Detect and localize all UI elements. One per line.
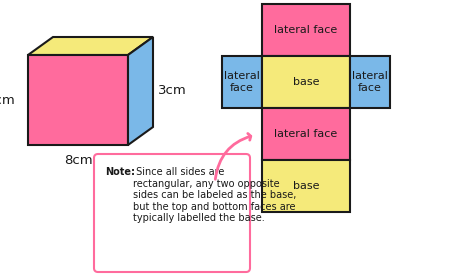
Text: base: base [293,181,319,191]
Text: Since all sides are
rectangular, any two opposite
sides can be labeled as the ba: Since all sides are rectangular, any two… [133,167,296,223]
Polygon shape [128,37,153,145]
Text: lateral
face: lateral face [352,71,388,93]
Text: lateral face: lateral face [274,25,337,35]
Text: Note:: Note: [105,167,135,177]
Text: lateral
face: lateral face [224,71,260,93]
Bar [262,108,350,160]
Bar [350,56,390,108]
Text: 8cm: 8cm [64,153,92,167]
Text: base: base [293,77,319,87]
Bar [262,56,350,108]
FancyBboxPatch shape [94,154,250,272]
Polygon shape [28,37,153,55]
Text: 3cm: 3cm [158,83,187,97]
Text: lateral face: lateral face [274,129,337,139]
Bar [222,56,262,108]
Bar [262,160,350,212]
Polygon shape [28,55,128,145]
Bar [262,4,350,56]
Text: 5cm: 5cm [0,94,16,106]
